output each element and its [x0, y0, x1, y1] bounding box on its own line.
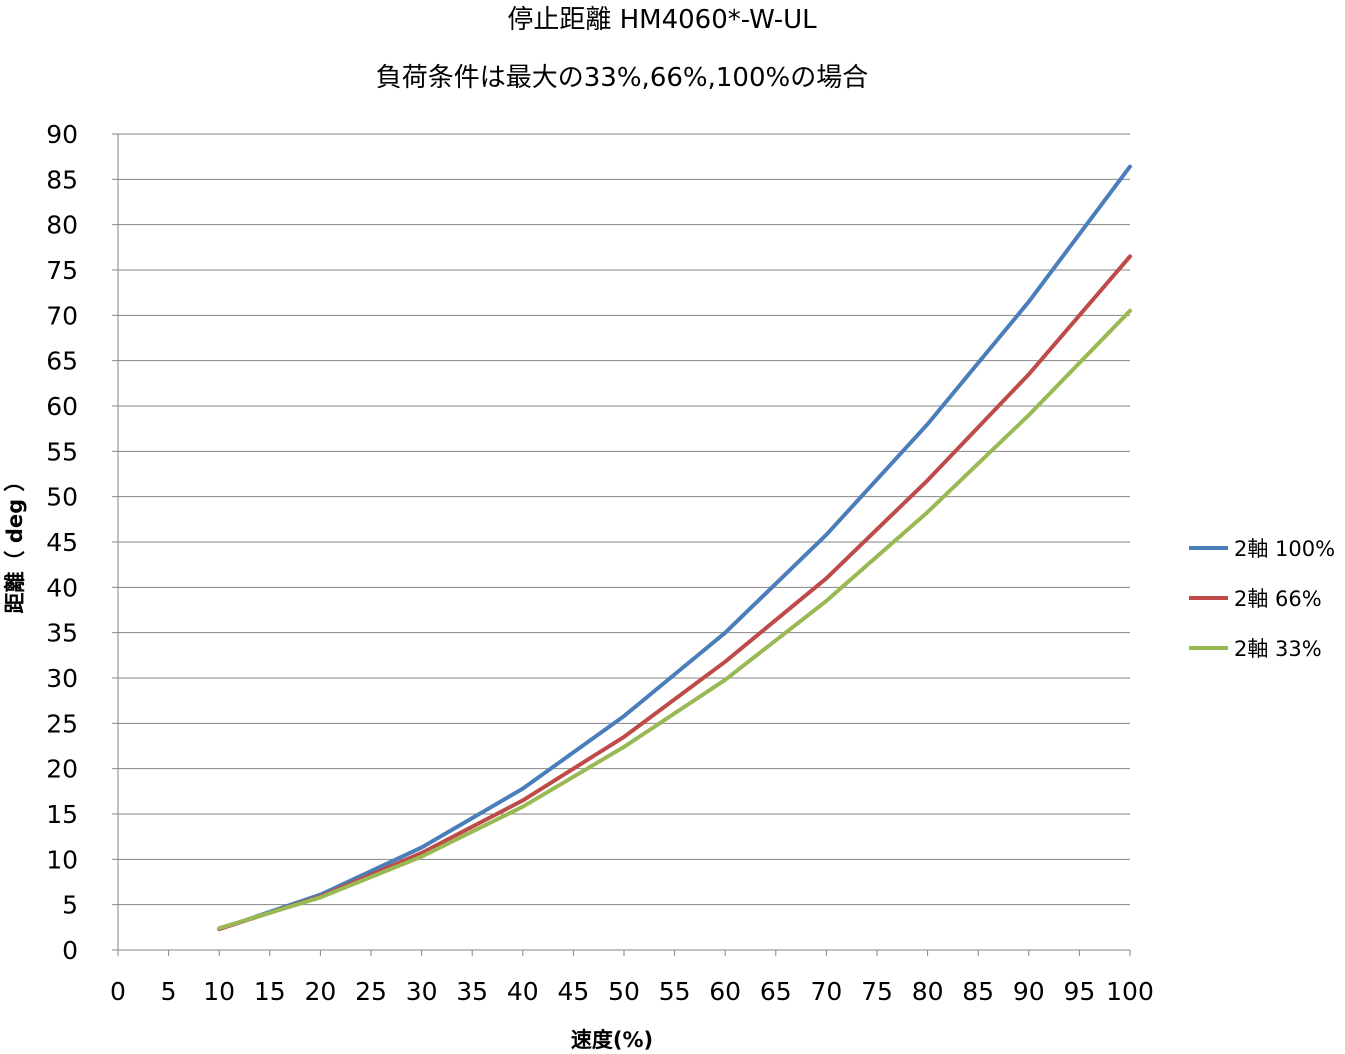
legend: 2軸 100% 2軸 66% 2軸 33% [1189, 537, 1335, 661]
y-tick-label: 85 [46, 165, 78, 194]
x-axis-title: 速度(%) [571, 1028, 653, 1052]
x-tick-label: 0 [110, 977, 126, 1006]
x-tick-label: 40 [507, 977, 539, 1006]
y-tick-label: 55 [46, 437, 78, 466]
x-tick-label: 45 [557, 977, 589, 1006]
y-tick-label: 40 [46, 573, 78, 602]
y-tick-label: 80 [46, 211, 78, 240]
x-tick-label: 60 [709, 977, 741, 1006]
y-axis-title: 距離（ deg ） [3, 471, 27, 614]
x-tick-label: 10 [203, 977, 235, 1006]
y-tick-label: 5 [62, 891, 78, 920]
x-tick-label: 85 [962, 977, 994, 1006]
y-tick-label: 15 [46, 800, 78, 829]
x-tick-label: 95 [1063, 977, 1095, 1006]
legend-label: 2軸 100% [1234, 537, 1335, 561]
x-tick-label: 100 [1106, 977, 1154, 1006]
y-tick-label: 25 [46, 709, 78, 738]
gridlines [118, 133, 1130, 906]
series-line-1 [217, 164, 1132, 932]
y-tick-label: 10 [46, 845, 78, 874]
y-tick-label: 60 [46, 392, 78, 421]
y-tick-label: 45 [46, 528, 78, 557]
x-tick-label: 35 [456, 977, 488, 1006]
y-tick-label: 75 [46, 256, 78, 285]
chart-subtitle: 負荷条件は最大の33%,66%,100%の場合 [376, 63, 868, 93]
x-tick-label: 75 [861, 977, 893, 1006]
series-line-2 [217, 254, 1132, 932]
x-tick-label: 15 [254, 977, 286, 1006]
x-tick-label: 5 [161, 977, 177, 1006]
y-tick-label: 20 [46, 755, 78, 784]
axes [112, 133, 1131, 956]
x-tick-label: 70 [810, 977, 842, 1006]
x-tick-label: 55 [659, 977, 691, 1006]
y-tick-label: 35 [46, 619, 78, 648]
y-tick-label: 0 [62, 936, 78, 965]
series-line-3 [217, 308, 1132, 931]
y-tick-label: 30 [46, 664, 78, 693]
x-axis-tick-labels: 0 5 10 15 20 25 30 35 40 45 50 55 60 65 70 75 80 85 90 95 10… [110, 977, 1154, 1006]
x-tick-label: 80 [912, 977, 944, 1006]
y-axis-tick-labels: 0 5 10 15 20 25 30 35 40 45 50 55 60 65 70 75 80 85 90 [46, 120, 78, 965]
x-tick-label: 50 [608, 977, 640, 1006]
legend-label: 2軸 66% [1234, 587, 1322, 611]
y-tick-label: 50 [46, 483, 78, 512]
series-lines [217, 164, 1132, 932]
y-tick-label: 70 [46, 301, 78, 330]
chart-title: 停止距離 HM4060*-W-UL [507, 5, 817, 35]
y-tick-label: 90 [46, 120, 78, 149]
x-tick-label: 20 [304, 977, 336, 1006]
x-tick-label: 30 [406, 977, 438, 1006]
legend-label: 2軸 33% [1234, 637, 1322, 661]
x-tick-label: 25 [355, 977, 387, 1006]
x-tick-label: 65 [760, 977, 792, 1006]
y-tick-label: 65 [46, 347, 78, 376]
x-tick-label: 90 [1013, 977, 1045, 1006]
